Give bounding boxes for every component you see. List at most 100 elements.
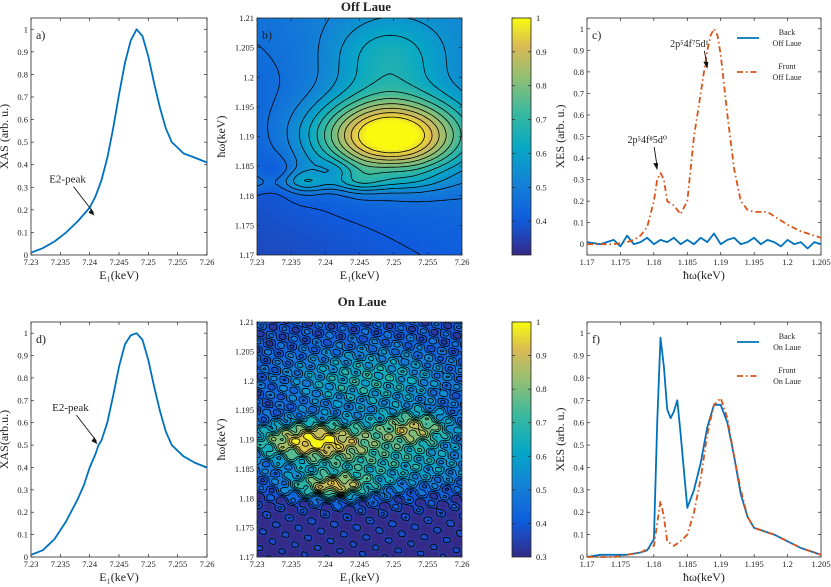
heatmap-cell	[349, 102, 354, 107]
heatmap-cell	[380, 92, 385, 97]
heatmap-cell	[417, 231, 422, 236]
heatmap-cell	[267, 62, 272, 66]
heatmap-cell	[287, 139, 292, 144]
heatmap-cell	[280, 122, 285, 127]
heatmap-cell	[311, 28, 316, 33]
heatmap-cell	[311, 136, 316, 141]
heatmap-cell	[407, 231, 412, 236]
heatmap-cell	[274, 163, 279, 168]
heatmap-cell	[287, 41, 292, 46]
heatmap-cell	[308, 183, 313, 188]
heatmap-cell	[410, 139, 415, 144]
heatmap-cell	[397, 217, 402, 222]
heatmap-cell	[277, 119, 282, 124]
heatmap-cell	[390, 41, 395, 46]
heatmap-cell	[308, 18, 313, 22]
heatmap-cell	[339, 133, 344, 138]
heatmap-cell	[386, 119, 391, 124]
heatmap-cell	[328, 194, 333, 199]
heatmap-cell	[373, 106, 378, 111]
heatmap-cell	[400, 133, 405, 138]
heatmap-cell	[451, 177, 456, 182]
heatmap-cell	[263, 51, 268, 56]
heatmap-cell	[354, 340, 358, 344]
heatmap-cell	[393, 207, 398, 212]
heatmap-cell	[257, 133, 262, 138]
heatmap-cell	[385, 340, 389, 344]
heatmap-cell	[376, 204, 381, 209]
heatmap-cell	[294, 102, 299, 107]
heatmap-cell	[441, 95, 446, 100]
heatmap-cell	[356, 68, 361, 73]
heatmap-cell	[267, 38, 272, 43]
heatmap-cell	[284, 58, 289, 63]
heatmap-cell	[438, 28, 443, 33]
heatmap-cell	[349, 92, 354, 97]
heatmap-cell	[362, 221, 367, 226]
heatmap-cell	[356, 342, 361, 347]
heatmap-cell	[294, 62, 299, 66]
heatmap-cell	[311, 217, 316, 222]
heatmap-cell	[387, 324, 391, 328]
heatmap-cell	[373, 31, 378, 36]
heatmap-cell	[438, 197, 443, 202]
heatmap-cell	[335, 139, 340, 144]
heatmap-cell	[349, 45, 354, 50]
heatmap-cell	[298, 150, 303, 155]
heatmap-cell	[332, 78, 337, 83]
heatmap-cell	[356, 345, 361, 349]
heatmap-cell	[267, 340, 271, 344]
heatmap-cell	[270, 190, 275, 195]
heatmap-cell	[280, 119, 285, 124]
heatmap-cell	[257, 160, 262, 165]
heatmap-cell	[315, 214, 320, 219]
heatmap-cell	[444, 173, 449, 178]
heatmap-cell	[427, 194, 432, 199]
heatmap-cell	[335, 65, 340, 70]
heatmap-cell	[431, 187, 436, 192]
heatmap-cell	[301, 21, 306, 26]
heatmap-cell	[414, 173, 419, 178]
heatmap-cell	[359, 190, 364, 195]
heatmap-cell	[448, 21, 453, 26]
heatmap-cell	[451, 231, 456, 236]
heatmap-cell	[424, 58, 429, 63]
heatmap-cell	[410, 332, 414, 336]
heatmap-cell	[349, 95, 354, 100]
heatmap-cell	[359, 241, 364, 246]
heatmap-cell	[277, 241, 282, 246]
heatmap-cell	[311, 102, 316, 107]
heatmap-cell	[373, 126, 378, 131]
heatmap-cell	[441, 335, 445, 339]
heatmap-cell	[359, 45, 364, 50]
heatmap-cell	[369, 322, 373, 326]
heatmap-cell	[421, 227, 426, 232]
heatmap-cell	[277, 234, 282, 239]
heatmap-cell	[366, 136, 371, 141]
heatmap-cell	[260, 126, 265, 131]
heatmap-cell	[383, 173, 388, 178]
heatmap-cell	[424, 18, 429, 22]
heatmap-cell	[366, 18, 371, 22]
heatmap-cell	[345, 99, 350, 104]
heatmap-cell	[410, 231, 415, 236]
heatmap-cell	[345, 187, 350, 192]
heatmap-cell	[392, 327, 396, 331]
heatmap-cell	[458, 92, 462, 97]
heatmap-cell	[380, 82, 385, 87]
heatmap-cell	[349, 197, 354, 202]
heatmap-cell	[369, 55, 374, 60]
heatmap-cell	[292, 322, 297, 326]
heatmap-cell	[321, 248, 326, 253]
heatmap-cell	[325, 248, 330, 253]
heatmap-cell	[336, 322, 340, 326]
heatmap-cell	[270, 85, 275, 90]
heatmap-cell	[325, 126, 330, 131]
heatmap-cell	[410, 65, 415, 70]
heatmap-cell	[444, 251, 449, 255]
heatmap-cell	[274, 160, 279, 165]
heatmap-cell	[438, 231, 443, 236]
heatmap-cell	[393, 204, 398, 209]
heatmap-cell	[321, 18, 326, 22]
heatmap-cell	[304, 102, 309, 107]
